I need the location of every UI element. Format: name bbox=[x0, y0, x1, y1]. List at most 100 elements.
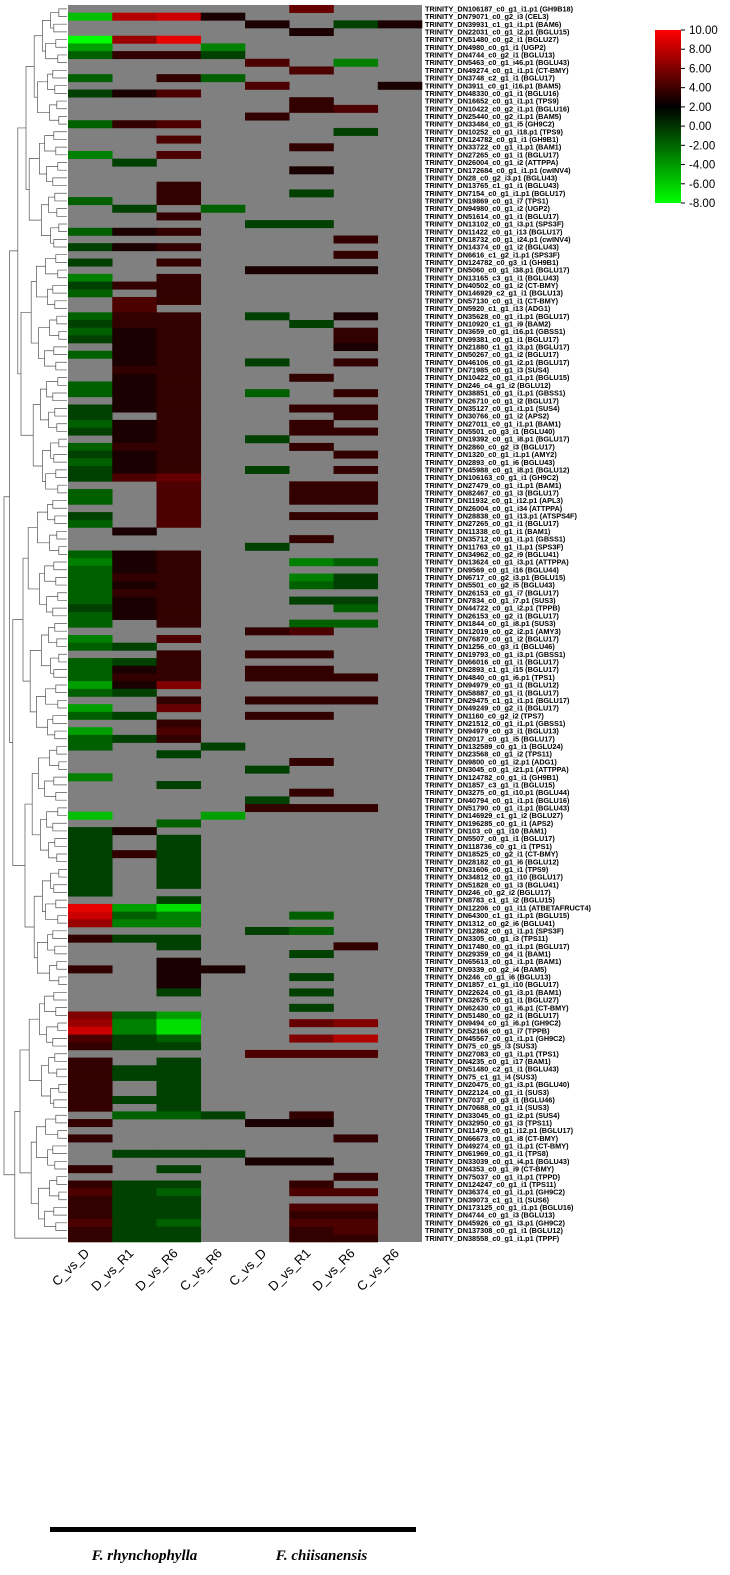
heatmap-cell bbox=[112, 1180, 157, 1189]
row-label: TRINITY_DN22031_c0_g1_i2.p1 (BGLU15) bbox=[425, 27, 570, 36]
heatmap-cell bbox=[68, 1211, 113, 1220]
heatmap-cell bbox=[156, 189, 202, 198]
heatmap-cell bbox=[333, 1234, 379, 1243]
heatmap-cell bbox=[156, 1165, 202, 1174]
row-label: TRINITY_DN10252_c0_g1_i18.p1 (TPS9) bbox=[425, 127, 563, 136]
heatmap-cell bbox=[289, 665, 334, 674]
heatmap-cell bbox=[68, 850, 113, 859]
row-label: TRINITY_DN13102_c0_g1_i3.p1 (SPS3F) bbox=[425, 220, 564, 229]
heatmap-cell bbox=[333, 604, 379, 613]
dendrogram-branch bbox=[58, 331, 67, 340]
heatmap-cell bbox=[156, 658, 202, 667]
heatmap-cell bbox=[289, 28, 334, 37]
colorbar-tick-label: 8.00 bbox=[689, 44, 711, 56]
heatmap-cell bbox=[68, 1234, 113, 1243]
dendrogram-branch bbox=[39, 142, 47, 175]
heatmap-cell bbox=[289, 66, 334, 75]
heatmap-cell bbox=[289, 1003, 334, 1012]
dendrogram-branch bbox=[48, 196, 57, 213]
row-label: TRINITY_DN33039_c0_g1_i4.p1 (BGLU43) bbox=[425, 1157, 570, 1166]
dendrogram-branch bbox=[49, 104, 59, 121]
heatmap-cell bbox=[289, 581, 334, 590]
heatmap-cell bbox=[112, 1226, 157, 1235]
dendrogram-branch bbox=[32, 404, 43, 467]
heatmap-cell bbox=[245, 266, 290, 275]
row-label: TRINITY_DN25440_c0_g2_i1.p1 (BAM5) bbox=[425, 112, 562, 121]
row-label: TRINITY_DN124782_c0_g1_i1 (GH9B1) bbox=[425, 135, 559, 144]
heatmap-cell bbox=[112, 1195, 157, 1204]
row-label: TRINITY_DN14374_c0_g1_i2 (BGLU43) bbox=[425, 243, 559, 252]
heatmap-cell bbox=[68, 619, 113, 628]
row-label: TRINITY_DN51480_c0_g2_i1 (BGLU27) bbox=[425, 35, 559, 44]
row-label: TRINITY_DN75_c0_g5_i3 (SUS3) bbox=[425, 1042, 537, 1051]
dendrogram-branch bbox=[22, 557, 31, 682]
heatmap-cell bbox=[289, 104, 334, 113]
row-label: TRINITY_DN32675_c0_g1_i1 (BGLU27) bbox=[425, 996, 559, 1005]
column-label: C_vs_D bbox=[226, 1246, 269, 1289]
dendrogram-branch bbox=[39, 1003, 47, 1035]
row-label: TRINITY_DN3045_c0_g1_i21.p1 (ATTPPA) bbox=[425, 765, 569, 774]
heatmap-cell bbox=[156, 473, 202, 482]
heatmap-cell bbox=[333, 942, 379, 951]
heatmap-cell bbox=[289, 788, 334, 797]
row-label: TRINITY_DN13765_c1_g1_i1 (BGLU43) bbox=[425, 181, 559, 190]
heatmap-cell bbox=[245, 627, 290, 636]
heatmap-cell bbox=[112, 850, 157, 859]
heatmap-cell bbox=[156, 1019, 202, 1028]
row-label: TRINITY_DN57130_c0_g1_i1 (CT-BMY) bbox=[425, 296, 559, 305]
heatmap-cell bbox=[112, 389, 157, 398]
dendrogram-branch bbox=[58, 653, 67, 663]
heatmap-cell bbox=[68, 688, 113, 697]
heatmap-cell bbox=[68, 35, 113, 44]
heatmap-cell bbox=[68, 419, 113, 428]
heatmap-cell bbox=[156, 980, 202, 989]
heatmap-cell bbox=[289, 220, 334, 229]
heatmap-cell bbox=[156, 489, 202, 498]
heatmap-cell bbox=[289, 427, 334, 436]
heatmap-cell bbox=[68, 519, 113, 528]
heatmap-cell bbox=[156, 51, 202, 60]
heatmap-cell bbox=[68, 1226, 113, 1235]
heatmap-cell bbox=[68, 389, 113, 398]
row-label: TRINITY_DN3275_c0_g1_i10.p1 (BGLU44) bbox=[425, 788, 570, 797]
heatmap-cell bbox=[156, 327, 202, 336]
row-label: TRINITY_DN27479_c0_g1_i1.p1 (BAM1) bbox=[425, 481, 562, 490]
heatmap-cell bbox=[333, 358, 379, 367]
row-label: TRINITY_DN1160_c0_g2_i2 (TPS7) bbox=[425, 711, 544, 720]
heatmap-cell bbox=[156, 465, 202, 474]
row-label: TRINITY_DN50267_c0_g1_i2 (BGLU17) bbox=[425, 350, 559, 359]
row-label: TRINITY_DN1857_c1_g1_i10 (BGLU17) bbox=[425, 980, 559, 989]
heatmap-cell bbox=[333, 804, 379, 813]
heatmap-cell bbox=[289, 266, 334, 275]
heatmap-cell bbox=[289, 757, 334, 766]
heatmap-cell bbox=[112, 12, 157, 21]
heatmap-cell bbox=[112, 1211, 157, 1220]
dendrogram-branch bbox=[53, 238, 67, 248]
heatmap-cell bbox=[112, 911, 157, 920]
heatmap-cell bbox=[333, 619, 379, 628]
heatmap-cell bbox=[68, 1072, 113, 1081]
heatmap-cell bbox=[68, 604, 113, 613]
heatmap-cell bbox=[333, 1211, 379, 1220]
dendrogram-branch bbox=[52, 930, 67, 939]
dendrogram-branch bbox=[49, 1180, 59, 1197]
heatmap-cell bbox=[156, 412, 202, 421]
heatmap-cell bbox=[68, 1180, 113, 1189]
heatmap-cell bbox=[112, 296, 157, 305]
heatmap-cell bbox=[156, 74, 202, 83]
heatmap-cell bbox=[68, 1019, 113, 1028]
heatmap-cell bbox=[112, 527, 157, 536]
heatmap-cell bbox=[112, 427, 157, 436]
heatmap-cell bbox=[333, 450, 379, 459]
heatmap-cell bbox=[156, 581, 202, 590]
heatmap-cell bbox=[112, 919, 157, 928]
heatmap-cell bbox=[68, 827, 113, 836]
heatmap-cell bbox=[156, 296, 202, 305]
heatmap-cell bbox=[156, 258, 202, 267]
heatmap-cell bbox=[156, 565, 202, 574]
row-label: TRINITY_DN5463_c0_g1_i46.p1 (BGLU43) bbox=[425, 58, 570, 67]
dendrogram-branch bbox=[49, 749, 59, 766]
heatmap-cell bbox=[68, 635, 113, 643]
row-label: TRINITY_DN1857_c3_g1_i1 (BGLU15) bbox=[425, 780, 555, 789]
heatmap-cell bbox=[68, 258, 113, 267]
